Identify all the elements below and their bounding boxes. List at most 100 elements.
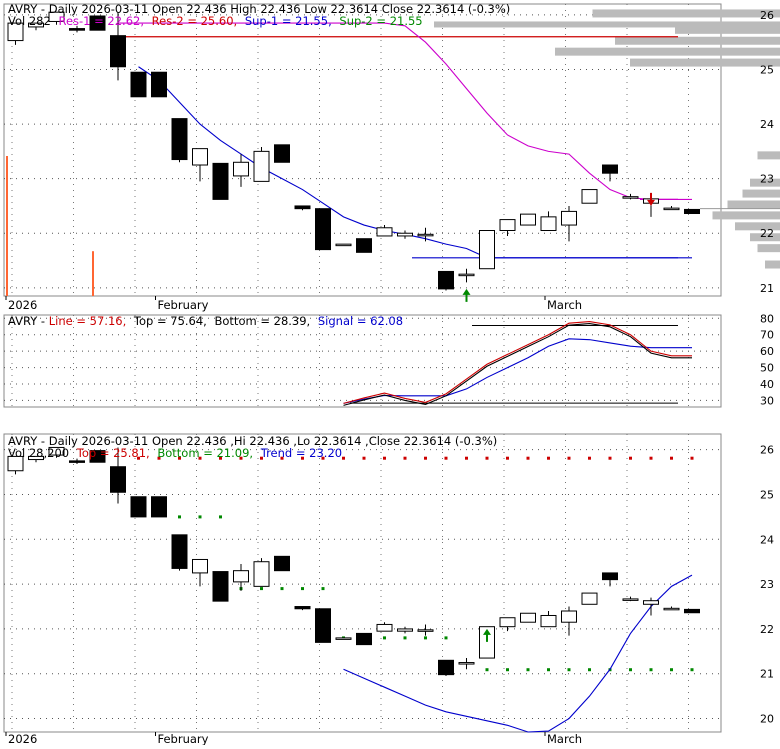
price-tick-24: 24 [760, 118, 774, 131]
bottom-dot [281, 587, 284, 590]
trend-tick-23: 23 [760, 578, 774, 591]
candle-body [398, 233, 413, 236]
oscillator-legend: AVRY - Line = 57.16, Top = 75.64, Bottom… [8, 314, 403, 328]
candle-body [377, 228, 392, 236]
top-dot [691, 457, 694, 460]
volume-profile-bar [758, 244, 780, 252]
volume-label: Vol 282 [8, 14, 51, 28]
bottom-dot [486, 668, 489, 671]
candle-body [603, 573, 618, 580]
candle-body [295, 607, 310, 609]
volume-profile-bar [728, 200, 780, 208]
top-dot [465, 457, 468, 460]
trend-tick-22: 22 [760, 623, 774, 636]
candle-body [111, 467, 126, 493]
trend-tick-26: 26 [760, 444, 774, 457]
candle-body [541, 217, 556, 231]
candle-body [316, 209, 331, 250]
candle-body [213, 163, 228, 199]
candle-body [541, 615, 556, 626]
volume-profile-bar [765, 261, 780, 269]
candle-body [111, 36, 126, 67]
candle-body [152, 497, 167, 517]
oscillator-tick-80: 80 [760, 312, 774, 325]
trend-tick-20: 20 [760, 713, 774, 726]
candle-body [131, 72, 146, 97]
candle-body [418, 234, 433, 236]
date-label: 2026 [8, 298, 37, 312]
candle-body [172, 119, 187, 160]
bottom-dot [547, 668, 550, 671]
trend-tick-21: 21 [760, 668, 774, 681]
candle-body [275, 145, 290, 162]
volume-profile-bar [743, 190, 780, 198]
candle-body [623, 197, 638, 199]
bottom-dot [178, 515, 181, 518]
trend-trend-label: Trend = 23.20 [260, 446, 342, 460]
candle-body [193, 149, 208, 165]
oscillator-tick-60: 60 [760, 345, 774, 358]
bottom-dot [527, 668, 530, 671]
bottom-dot [629, 668, 632, 671]
candle-body [193, 559, 208, 572]
volume-profile-bar [593, 9, 780, 17]
bottom-dot [588, 668, 591, 671]
top-dot [424, 457, 427, 460]
volume-profile-bar [630, 59, 780, 67]
price-tick-22: 22 [760, 227, 774, 240]
bottom-dot [260, 587, 263, 590]
candle-body [234, 162, 249, 176]
volume-profile-bar [615, 37, 780, 45]
volume-bar [6, 156, 8, 296]
candle-body [459, 663, 474, 665]
trend-tick-25: 25 [760, 488, 774, 501]
date-label: February [158, 732, 209, 745]
top-dot [342, 457, 345, 460]
candle-body [603, 165, 618, 173]
candle-body [623, 599, 638, 601]
candle-body [685, 209, 700, 213]
candle-body [582, 593, 597, 604]
bottom-dot [219, 515, 222, 518]
top-dot [588, 457, 591, 460]
candle-body [664, 608, 679, 610]
bottom-dot [322, 587, 325, 590]
candle-body [336, 638, 351, 640]
volume-profile-bar [434, 21, 780, 27]
bottom-dot [691, 668, 694, 671]
candle-body [70, 29, 85, 31]
candle-body [644, 601, 659, 605]
bottom-dot [383, 636, 386, 639]
res1-label: Res-1 = 22.62, [58, 14, 144, 28]
candle-body [152, 72, 167, 97]
candle-body [521, 214, 536, 225]
bottom-dot [424, 636, 427, 639]
price-tick-25: 25 [760, 63, 774, 76]
candle-body [357, 239, 372, 253]
candle-body [685, 609, 700, 612]
top-dot [629, 457, 632, 460]
bottom-dot [445, 636, 448, 639]
candle-body [275, 556, 290, 570]
candle-body [664, 208, 679, 210]
candle-body [172, 535, 187, 569]
candle-body [480, 231, 495, 269]
candle-body [254, 151, 269, 181]
candle-body [131, 497, 146, 517]
oscillator-top-label: Top = 75.64, [133, 314, 207, 328]
volume-bar [92, 251, 94, 296]
price-tick-21: 21 [760, 282, 774, 295]
candle-body [254, 562, 269, 587]
oscillator-tick-50: 50 [760, 362, 774, 375]
bottom-dot [199, 515, 202, 518]
candle-body [459, 274, 474, 276]
sup1-label: Sup-1 = 21.55, [245, 14, 332, 28]
top-dot [486, 457, 489, 460]
sup2-label: Sup-2 = 21.55 [339, 14, 422, 28]
top-dot [404, 457, 407, 460]
top-dot [445, 457, 448, 460]
trend-bottom-label: Bottom = 21.09, [157, 446, 253, 460]
oscillator-tick-70: 70 [760, 329, 774, 342]
candle-body [70, 461, 85, 463]
